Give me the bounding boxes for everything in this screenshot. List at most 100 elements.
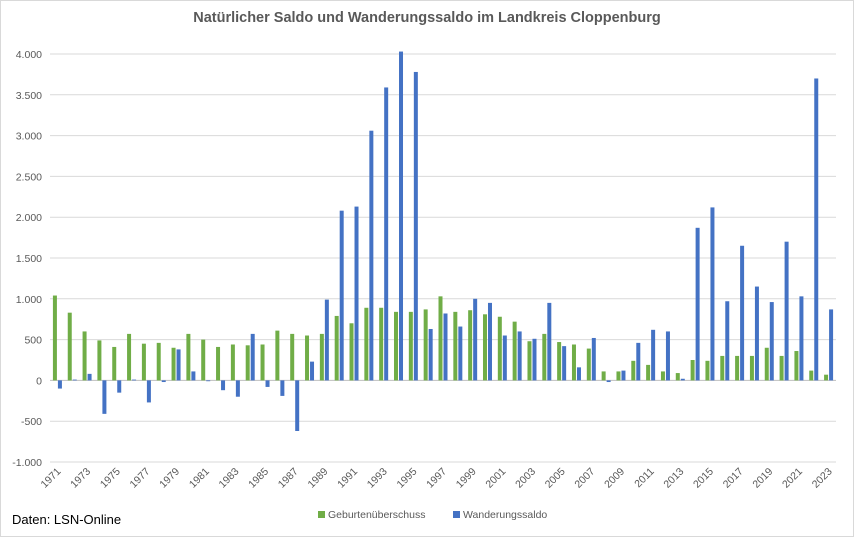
bar-geburtenueberschuss xyxy=(527,341,532,381)
chart-title: Natürlicher Saldo und Wanderungssaldo im… xyxy=(193,10,661,26)
bar-wanderungssaldo xyxy=(547,302,552,381)
bar-geburtenueberschuss xyxy=(364,307,369,381)
bar-wanderungssaldo xyxy=(250,333,255,381)
bar-wanderungssaldo xyxy=(57,380,62,389)
bar-wanderungssaldo xyxy=(606,380,611,383)
bar-geburtenueberschuss xyxy=(127,333,132,381)
bar-geburtenueberschuss xyxy=(349,323,354,381)
bar-geburtenueberschuss xyxy=(216,346,221,381)
bar-wanderungssaldo xyxy=(295,380,300,431)
x-tick-label: 2013 xyxy=(661,466,686,491)
bar-wanderungssaldo xyxy=(784,241,789,381)
bar-wanderungssaldo xyxy=(132,379,137,381)
bar-geburtenueberschuss xyxy=(230,344,235,381)
bar-geburtenueberschuss xyxy=(720,355,725,381)
y-tick-label: -500 xyxy=(21,416,42,428)
x-tick-label: 1995 xyxy=(394,466,419,491)
y-tick-label: 1.000 xyxy=(16,294,42,306)
source-note: Daten: LSN-Online xyxy=(12,512,122,527)
grid-lines xyxy=(50,53,836,463)
bar-geburtenueberschuss xyxy=(497,316,502,381)
bar-wanderungssaldo xyxy=(176,349,181,381)
bar-geburtenueberschuss xyxy=(379,307,384,381)
bar-geburtenueberschuss xyxy=(586,348,591,381)
bar-geburtenueberschuss xyxy=(690,360,695,381)
bar-geburtenueberschuss xyxy=(646,364,651,381)
bar-wanderungssaldo xyxy=(280,380,285,396)
x-tick-label: 2021 xyxy=(780,466,805,491)
x-tick-label: 1983 xyxy=(216,466,241,491)
y-tick-label: -1.000 xyxy=(12,457,42,469)
bar-geburtenueberschuss xyxy=(616,371,621,381)
bar-wanderungssaldo xyxy=(102,380,107,414)
bar-geburtenueberschuss xyxy=(779,355,784,381)
bar-geburtenueberschuss xyxy=(735,355,740,381)
y-tick-label: 2.000 xyxy=(16,212,42,224)
x-tick-label: 1997 xyxy=(424,466,449,491)
y-tick-label: 1.500 xyxy=(16,253,42,265)
x-tick-label: 1993 xyxy=(365,466,390,491)
bar-wanderungssaldo xyxy=(665,331,670,381)
bar-wanderungssaldo xyxy=(72,379,77,381)
bar-wanderungssaldo xyxy=(799,296,804,381)
bars xyxy=(52,51,834,431)
bar-geburtenueberschuss xyxy=(512,321,517,381)
bar-geburtenueberschuss xyxy=(334,315,339,381)
x-tick-label: 2023 xyxy=(810,466,835,491)
y-tick-label: 2.500 xyxy=(16,171,42,183)
bar-geburtenueberschuss xyxy=(52,295,57,381)
bar-geburtenueberschuss xyxy=(319,333,324,381)
bar-wanderungssaldo xyxy=(87,373,92,381)
bar-wanderungssaldo xyxy=(636,342,641,381)
bar-geburtenueberschuss xyxy=(290,333,295,381)
y-tick-label: 3.500 xyxy=(16,90,42,102)
bar-geburtenueberschuss xyxy=(97,340,102,381)
bar-wanderungssaldo xyxy=(562,346,567,381)
bar-geburtenueberschuss xyxy=(67,312,72,381)
bar-geburtenueberschuss xyxy=(171,347,176,381)
bar-geburtenueberschuss xyxy=(705,360,710,381)
bar-wanderungssaldo xyxy=(384,87,389,381)
bar-geburtenueberschuss xyxy=(112,346,117,381)
bar-geburtenueberschuss xyxy=(794,351,799,381)
bar-geburtenueberschuss xyxy=(749,355,754,381)
bar-wanderungssaldo xyxy=(117,380,122,393)
bar-geburtenueberschuss xyxy=(631,360,636,381)
bar-wanderungssaldo xyxy=(413,71,418,381)
y-tick-label: 0 xyxy=(36,375,42,387)
bar-geburtenueberschuss xyxy=(824,374,829,381)
bar-wanderungssaldo xyxy=(310,361,315,381)
bar-wanderungssaldo xyxy=(754,286,759,381)
x-tick-label: 1989 xyxy=(305,466,330,491)
x-tick-label: 1971 xyxy=(39,466,64,491)
bar-wanderungssaldo xyxy=(458,326,463,381)
x-tick-label: 2019 xyxy=(750,466,775,491)
bar-geburtenueberschuss xyxy=(453,311,458,381)
bar-wanderungssaldo xyxy=(369,130,374,381)
bar-wanderungssaldo xyxy=(680,378,685,381)
legend-label-wanderungssaldo: Wanderungssaldo xyxy=(463,509,547,521)
bar-wanderungssaldo xyxy=(502,335,507,381)
bar-wanderungssaldo xyxy=(221,380,226,391)
bar-wanderungssaldo xyxy=(532,338,537,381)
bar-geburtenueberschuss xyxy=(809,370,814,381)
x-tick-label: 1981 xyxy=(187,466,212,491)
bar-geburtenueberschuss xyxy=(468,310,473,381)
bar-wanderungssaldo xyxy=(191,371,196,381)
bar-wanderungssaldo xyxy=(399,51,404,381)
x-tick-label: 2011 xyxy=(632,466,657,491)
x-tick-label: 2001 xyxy=(483,466,508,491)
y-tick-label: 500 xyxy=(24,335,42,347)
bar-wanderungssaldo xyxy=(591,337,596,381)
bar-geburtenueberschuss xyxy=(482,314,487,381)
bar-wanderungssaldo xyxy=(339,210,344,381)
bar-geburtenueberschuss xyxy=(675,373,680,381)
bar-wanderungssaldo xyxy=(487,302,492,381)
x-tick-label: 1979 xyxy=(157,466,182,491)
bar-geburtenueberschuss xyxy=(201,339,206,381)
bar-geburtenueberschuss xyxy=(764,347,769,381)
bar-geburtenueberschuss xyxy=(408,311,413,381)
x-tick-label: 1985 xyxy=(246,466,271,491)
bar-geburtenueberschuss xyxy=(141,343,146,381)
